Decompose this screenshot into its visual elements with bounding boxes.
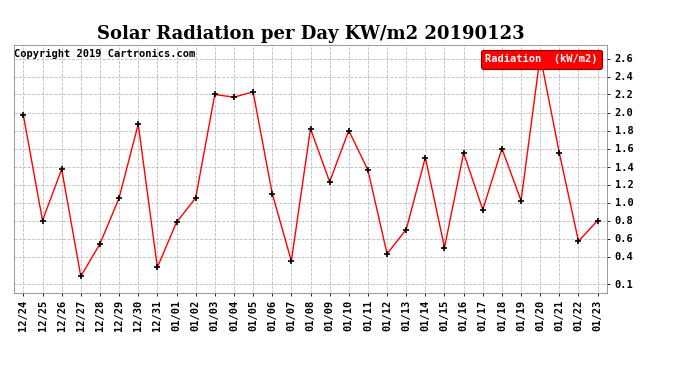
Point [286,258,297,264]
Point [56,166,67,172]
Point [592,217,603,223]
Point [554,150,565,156]
Point [171,219,182,225]
Legend: Radiation  (kW/m2): Radiation (kW/m2) [481,50,602,69]
Point [209,92,220,98]
Point [75,273,86,279]
Point [18,112,29,118]
Point [324,179,335,185]
Point [343,128,354,134]
Point [267,190,278,196]
Point [152,264,163,270]
Point [458,150,469,156]
Point [477,207,489,213]
Title: Solar Radiation per Day KW/m2 20190123: Solar Radiation per Day KW/m2 20190123 [97,26,524,44]
Point [420,154,431,160]
Point [439,244,450,250]
Text: Copyright 2019 Cartronics.com: Copyright 2019 Cartronics.com [14,49,195,59]
Point [305,126,316,132]
Point [132,121,144,127]
Point [37,217,48,223]
Point [515,198,526,204]
Point [496,146,507,152]
Point [95,241,106,247]
Point [228,94,239,100]
Point [190,195,201,201]
Point [573,238,584,244]
Point [114,195,125,201]
Point [248,89,259,95]
Point [401,226,412,232]
Point [382,251,393,257]
Point [535,53,546,59]
Point [362,167,373,173]
